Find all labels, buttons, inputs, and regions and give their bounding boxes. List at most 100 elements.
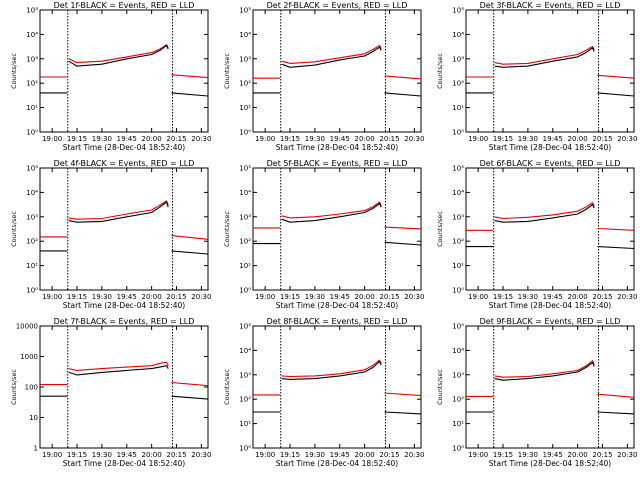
chart-1-xtick-label-5: 20:00	[142, 135, 162, 143]
chart-9-xtick-label-1: 19:00	[468, 451, 488, 459]
chart-3-ylabel: Counts/sec	[436, 53, 444, 89]
chart-4-panel: Det 4f-BLACK = Events, RED = LLD 10⁰ 10¹ 10…	[10, 159, 211, 310]
chart-3-xtick-label-5: 20:00	[568, 135, 588, 143]
chart-8-xtick-label-6: 20:15	[379, 451, 399, 459]
chart-6-ylabel: Counts/sec	[436, 211, 444, 247]
chart-1-ytick-label-1: 10⁰	[26, 129, 38, 137]
chart-3-xlabel: Start Time (28-Dec-04 18:52:40)	[489, 143, 611, 152]
chart-5-xtick-label-4: 19:45	[330, 293, 350, 301]
chart-9-ytick-label-5: 10⁴	[452, 347, 464, 355]
chart-2-series-black-events-segment-3	[384, 92, 422, 97]
chart-1-xtick-label-1: 19:00	[42, 135, 62, 143]
chart-1-series-red-lld-segment-2	[68, 44, 169, 64]
chart-8-frame	[252, 325, 422, 449]
chart-7-xtick-label-5: 20:00	[142, 451, 162, 459]
chart-5-ytick-label-3: 10²	[239, 238, 251, 246]
chart-4-title: Det 4f-BLACK = Events, RED = LLD	[54, 159, 195, 168]
chart-7-ylabel: Counts/sec	[10, 369, 18, 405]
chart-6-panel: Det 6f-BLACK = Events, RED = LLD 10⁰ 10¹ 10…	[436, 159, 637, 310]
chart-1-ytick-label-6: 10⁵	[26, 7, 38, 15]
chart-5-series-black-events-segment-3	[384, 241, 422, 246]
chart-5-series-red-lld-segment-2	[281, 201, 382, 219]
chart-6-ytick-label-1: 10⁰	[452, 287, 464, 295]
chart-4-series-red-lld-segment-3	[171, 235, 209, 240]
chart-5-ytick-label-4: 10³	[239, 213, 251, 221]
chart-7-series-black-events-segment-2	[68, 365, 169, 376]
chart-9-ytick-label-2: 10¹	[452, 420, 464, 428]
chart-2-ytick-label-2: 10¹	[239, 104, 251, 112]
chart-7-xtick-label-1: 19:00	[42, 451, 62, 459]
chart-5-xtick-label-5: 20:00	[355, 293, 375, 301]
chart-6-xtick-label-5: 20:00	[568, 293, 588, 301]
chart-8-xtick-label-3: 19:30	[305, 451, 325, 459]
chart-1-series-black-events-segment-3	[171, 92, 209, 97]
chart-6-frame	[465, 167, 635, 291]
chart-9-ytick-label-1: 10⁰	[452, 445, 464, 453]
chart-2-ytick-label-5: 10⁴	[239, 31, 251, 39]
chart-3-ytick-label-2: 10¹	[452, 104, 464, 112]
chart-8-series-red-lld-segment-3	[384, 392, 422, 397]
chart-6-xtick-label-7: 20:30	[617, 293, 637, 301]
chart-9-panel: Det 9f-BLACK = Events, RED = LLD 10⁰ 10¹ 10…	[436, 317, 637, 468]
chart-5-xtick-label-7: 20:30	[404, 293, 424, 301]
chart-1-series-black-events-segment-2	[68, 44, 169, 67]
chart-4-ytick-label-1: 10⁰	[26, 287, 38, 295]
chart-5-xtick-label-3: 19:30	[305, 293, 325, 301]
chart-3-ytick-label-6: 10⁵	[452, 7, 464, 15]
chart-2-xtick-label-4: 19:45	[330, 135, 350, 143]
chart-8-ytick-label-1: 10⁰	[239, 445, 251, 453]
chart-8-xtick-label-5: 20:00	[355, 451, 375, 459]
chart-4-xtick-label-7: 20:30	[191, 293, 211, 301]
chart-2-xtick-label-3: 19:30	[305, 135, 325, 143]
chart-6-ytick-label-4: 10³	[452, 213, 464, 221]
chart-4-ytick-label-4: 10³	[26, 213, 38, 221]
chart-1-xtick-label-7: 20:30	[191, 135, 211, 143]
chart-3-ytick-label-5: 10⁴	[452, 31, 464, 39]
chart-6-series-black-events-segment-3	[597, 246, 635, 250]
chart-3-series-black-events-segment-2	[494, 47, 595, 68]
chart-7-xtick-label-7: 20:30	[191, 451, 211, 459]
chart-9-xtick-label-3: 19:30	[518, 451, 538, 459]
chart-7-xtick-label-3: 19:30	[92, 451, 112, 459]
chart-1-frame	[39, 9, 209, 133]
chart-8-title: Det 8f-BLACK = Events, RED = LLD	[267, 317, 408, 326]
chart-9-xtick-label-2: 19:15	[493, 451, 513, 459]
chart-4-series-black-events-segment-3	[171, 250, 209, 255]
chart-9-series-red-lld-segment-3	[597, 393, 635, 398]
chart-9-series-black-events-segment-3	[597, 411, 635, 415]
chart-3-xtick-label-2: 19:15	[493, 135, 513, 143]
chart-8-ytick-label-3: 10²	[239, 396, 251, 404]
chart-3-ytick-label-1: 10⁰	[452, 129, 464, 137]
chart-7-xtick-label-2: 19:15	[67, 451, 87, 459]
chart-2-ylabel: Counts/sec	[223, 53, 231, 89]
chart-1-panel: Det 1f-BLACK = Events, RED = LLD 10⁰ 10¹ 10…	[10, 1, 211, 152]
chart-6-xtick-label-2: 19:15	[493, 293, 513, 301]
chart-7-ytick-label-4: 1000	[20, 353, 38, 361]
chart-3-xtick-label-4: 19:45	[543, 135, 563, 143]
chart-9-xtick-label-5: 20:00	[568, 451, 588, 459]
chart-8-ytick-label-2: 10¹	[239, 420, 251, 428]
chart-2-title: Det 2f-BLACK = Events, RED = LLD	[267, 1, 408, 10]
chart-6-xtick-label-6: 20:15	[592, 293, 612, 301]
chart-3-series-red-lld-segment-3	[597, 74, 635, 79]
chart-7-xtick-label-4: 19:45	[117, 451, 137, 459]
chart-2-ytick-label-1: 10⁰	[239, 129, 251, 137]
chart-5-title: Det 5f-BLACK = Events, RED = LLD	[267, 159, 408, 168]
chart-2-xtick-label-2: 19:15	[280, 135, 300, 143]
chart-8-ytick-label-4: 10³	[239, 371, 251, 379]
chart-4-ytick-label-2: 10¹	[26, 262, 38, 270]
chart-7-series-red-lld-segment-2	[68, 361, 169, 371]
chart-3-ytick-label-3: 10²	[452, 80, 464, 88]
chart-8-series-red-lld-segment-2	[281, 359, 382, 378]
chart-8-xtick-label-7: 20:30	[404, 451, 424, 459]
chart-9-series-black-events-segment-2	[494, 361, 595, 381]
chart-8-ytick-label-6: 10⁵	[239, 323, 251, 331]
chart-9-xtick-label-4: 19:45	[543, 451, 563, 459]
chart-6-xtick-label-1: 19:00	[468, 293, 488, 301]
chart-4-frame	[39, 167, 209, 291]
chart-8-xtick-label-1: 19:00	[255, 451, 275, 459]
chart-5-frame	[252, 167, 422, 291]
chart-3-xtick-label-3: 19:30	[518, 135, 538, 143]
chart-2-panel: Det 2f-BLACK = Events, RED = LLD 10⁰ 10¹ 10…	[223, 1, 424, 152]
chart-7-ytick-label-1: 1	[34, 445, 38, 453]
